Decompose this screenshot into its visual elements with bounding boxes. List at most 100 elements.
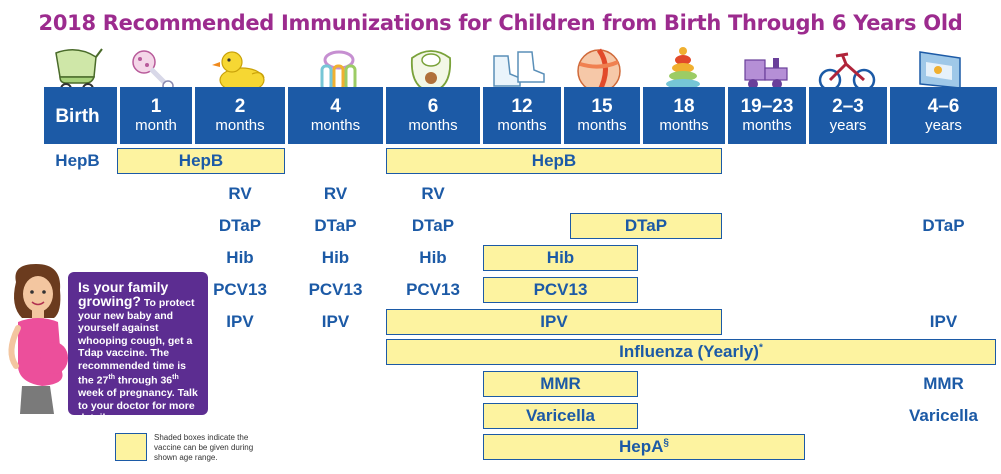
age-19-23-months: 19–23 months xyxy=(728,87,806,144)
tricycle-icon xyxy=(818,52,876,92)
ipv-2-months: IPV xyxy=(226,312,254,331)
bar-label: DTaP xyxy=(624,216,668,235)
bar-label: Varicella xyxy=(525,406,595,425)
influenza-label: Influenza (Yearly) xyxy=(619,342,759,361)
age-number: 4 xyxy=(330,96,341,117)
divider xyxy=(285,87,288,144)
rv-2-months: RV xyxy=(228,184,252,203)
age-number: 2 xyxy=(234,96,246,117)
page-title: 2018 Recommended Immunizations for Child… xyxy=(38,11,963,35)
age-4-6-years: 4–6 years xyxy=(890,87,997,144)
age-birth: Birth xyxy=(44,87,111,144)
book-icon xyxy=(919,51,961,89)
age-number: 18 xyxy=(673,96,695,117)
age-12-months: 12 months xyxy=(483,87,561,144)
dtap-6-months: DTaP xyxy=(411,216,455,235)
mmr-range-12-15-months: MMR xyxy=(483,371,638,397)
influenza-range-6-months-6-years: Influenza (Yearly)* xyxy=(386,339,996,365)
age-unit: years xyxy=(829,117,867,134)
ipv-4-months: IPV xyxy=(321,312,350,331)
dtap-4-months: DTaP xyxy=(314,216,357,235)
divider xyxy=(561,87,564,144)
hib-2-months: Hib xyxy=(226,248,254,267)
divider xyxy=(480,87,483,144)
age-2-months: 2 months xyxy=(195,87,285,144)
age-15-months: 15 months xyxy=(564,87,640,144)
hib-6-months: Hib xyxy=(419,248,447,267)
callout-text: through 36 xyxy=(114,374,173,387)
hepa-label: HepA xyxy=(619,437,664,456)
age-unit: month xyxy=(135,117,177,134)
pcv13-6-months: PCV13 xyxy=(406,280,460,299)
divider xyxy=(640,87,643,144)
footnote-marker: * xyxy=(758,342,763,354)
age-unit: years xyxy=(925,117,962,134)
rubber-duck-icon xyxy=(212,51,265,93)
ipv-range-6-18-months: IPV xyxy=(386,309,722,335)
footnote-marker: § xyxy=(663,437,669,449)
callout-sup: th xyxy=(108,374,115,381)
hepa-range-12-23-months: HepA§ xyxy=(483,434,805,460)
age-1-month: 1 month xyxy=(120,87,192,144)
age-18-months: 18 months xyxy=(643,87,725,144)
age-number: 19–23 xyxy=(740,96,794,117)
age-number: 2–3 xyxy=(832,96,864,117)
dtap-2-months: DTaP xyxy=(218,216,262,235)
toy-train-icon xyxy=(744,58,788,89)
age-number: 12 xyxy=(511,96,533,117)
dtap-4-6-years: DTaP xyxy=(922,216,965,235)
mmr-4-6-years: MMR xyxy=(923,374,964,393)
hepb-range-6-18-months: HepB xyxy=(386,148,722,174)
varicella-4-6-years: Varicella xyxy=(908,406,978,425)
divider xyxy=(192,87,195,144)
ball-icon xyxy=(577,48,621,94)
age-unit: months xyxy=(742,117,792,134)
callout-headline: Is your family xyxy=(78,279,169,295)
divider xyxy=(383,87,386,144)
age-number: 6 xyxy=(427,96,439,117)
divider xyxy=(725,87,728,144)
hepb-birth: HepB xyxy=(55,151,100,170)
legend-swatch xyxy=(115,433,147,461)
age-4-months: 4 months xyxy=(288,87,383,144)
age-2-3-years: 2–3 years xyxy=(809,87,887,144)
age-number: 1 xyxy=(150,96,162,117)
bar-label: Influenza (Yearly)* xyxy=(619,342,763,362)
age-unit: months xyxy=(659,117,709,134)
callout-text: week of pregnancy. Talk to your doctor f… xyxy=(78,387,198,424)
age-unit: months xyxy=(577,117,627,134)
age-header xyxy=(44,87,997,144)
bar-label: Hib xyxy=(546,248,575,267)
callout-body: growing? To protect your new baby and yo… xyxy=(78,294,202,425)
dtap-range-15-18-months: DTaP xyxy=(570,213,722,239)
age-unit: months xyxy=(310,117,361,134)
hepb-range-1-2-months: HepB xyxy=(117,148,285,174)
age-unit: months xyxy=(408,117,458,134)
rv-6-months: RV xyxy=(421,184,445,203)
legend-text: Shaded boxes indicate the vaccine can be… xyxy=(154,433,254,462)
callout-headline-2: growing? xyxy=(78,293,141,309)
hib-range-12-15-months: Hib xyxy=(483,245,638,271)
divider xyxy=(117,87,120,144)
rattle-icon xyxy=(132,50,174,92)
varicella-range-12-15-months: Varicella xyxy=(483,403,638,429)
bar-label: HepA§ xyxy=(619,437,669,457)
age-number: 15 xyxy=(591,96,613,117)
pcv13-2-months: PCV13 xyxy=(213,280,267,299)
age-label: Birth xyxy=(55,106,100,127)
pcv13-range-12-15-months: PCV13 xyxy=(483,277,638,303)
ipv-4-6-years: IPV xyxy=(929,312,958,331)
divider xyxy=(887,87,890,144)
pcv13-4-months: PCV13 xyxy=(308,280,363,299)
baby-shoes-icon xyxy=(493,51,545,87)
bar-label: HepB xyxy=(531,151,577,170)
rv-4-months: RV xyxy=(323,184,348,203)
hib-4-months: Hib xyxy=(321,248,350,267)
callout-text: To protect your new baby and yourself ag… xyxy=(78,297,195,387)
age-unit: months xyxy=(215,117,265,134)
divider xyxy=(806,87,809,144)
pregnant-woman-illustration xyxy=(8,264,68,414)
bar-label: IPV xyxy=(540,312,568,331)
callout-sup: th xyxy=(172,374,179,381)
pregnancy-callout: Is your family growing? To protect your … xyxy=(68,272,208,424)
